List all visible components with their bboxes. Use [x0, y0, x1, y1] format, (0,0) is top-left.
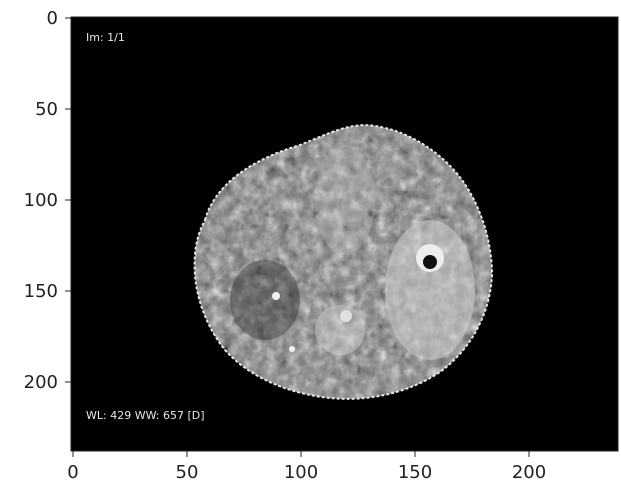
overlay-bottom-text: WL: 429 WW: 657 [D] — [86, 409, 205, 422]
y-tick-label: 150 — [24, 281, 58, 302]
y-tick-label: 0 — [47, 8, 58, 29]
x-tick-label: 0 — [67, 462, 78, 483]
x-tick-label: 50 — [176, 462, 199, 483]
brain-scan — [193, 124, 494, 400]
x-axis: 0 50 100 150 200 — [67, 451, 546, 483]
x-tick-label: 100 — [284, 462, 318, 483]
overlay-top-text: Im: 1/1 — [86, 31, 125, 44]
y-axis: 0 50 100 150 200 — [24, 8, 71, 393]
axes-frame — [70, 16, 619, 452]
y-tick-label: 50 — [35, 99, 58, 120]
y-tick-label: 100 — [24, 190, 58, 211]
x-tick-label: 150 — [398, 462, 432, 483]
y-tick-label: 200 — [24, 372, 58, 393]
x-tick-label: 200 — [512, 462, 546, 483]
